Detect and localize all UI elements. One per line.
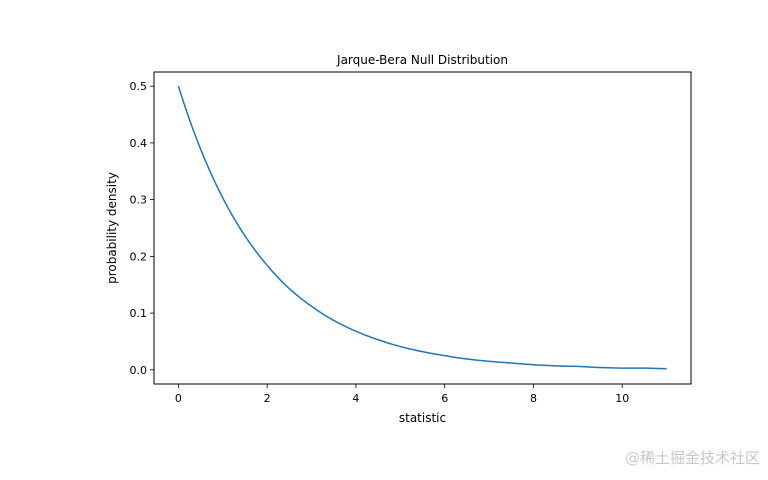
y-tick-label: 0.3 [130, 194, 148, 207]
x-tick-label: 0 [175, 392, 182, 405]
axes-frame [153, 71, 692, 385]
watermark: @稀土掘金技术社区 [624, 449, 760, 467]
x-axis-label: statistic [399, 411, 446, 425]
x-tick-label: 6 [441, 392, 448, 405]
chart-title: Jarque-Bera Null Distribution [336, 53, 508, 67]
y-axis-label: probability density [105, 172, 119, 284]
y-tick-label: 0.1 [130, 307, 148, 320]
x-tick-label: 4 [352, 392, 359, 405]
y-tick-label: 0.0 [130, 364, 148, 377]
x-tick-label: 2 [264, 392, 271, 405]
y-tick-label: 0.5 [130, 80, 148, 93]
y-axis-ticks: 0.0 0.1 0.2 0.3 0.4 0.5 [130, 80, 154, 377]
x-tick-label: 10 [615, 392, 629, 405]
plot-area [153, 71, 692, 385]
y-tick-label: 0.4 [130, 137, 148, 150]
x-tick-label: 8 [530, 392, 537, 405]
y-tick-label: 0.2 [130, 250, 148, 263]
series-line [177, 85, 667, 370]
x-axis-ticks: 0 2 4 6 8 10 [175, 384, 629, 405]
